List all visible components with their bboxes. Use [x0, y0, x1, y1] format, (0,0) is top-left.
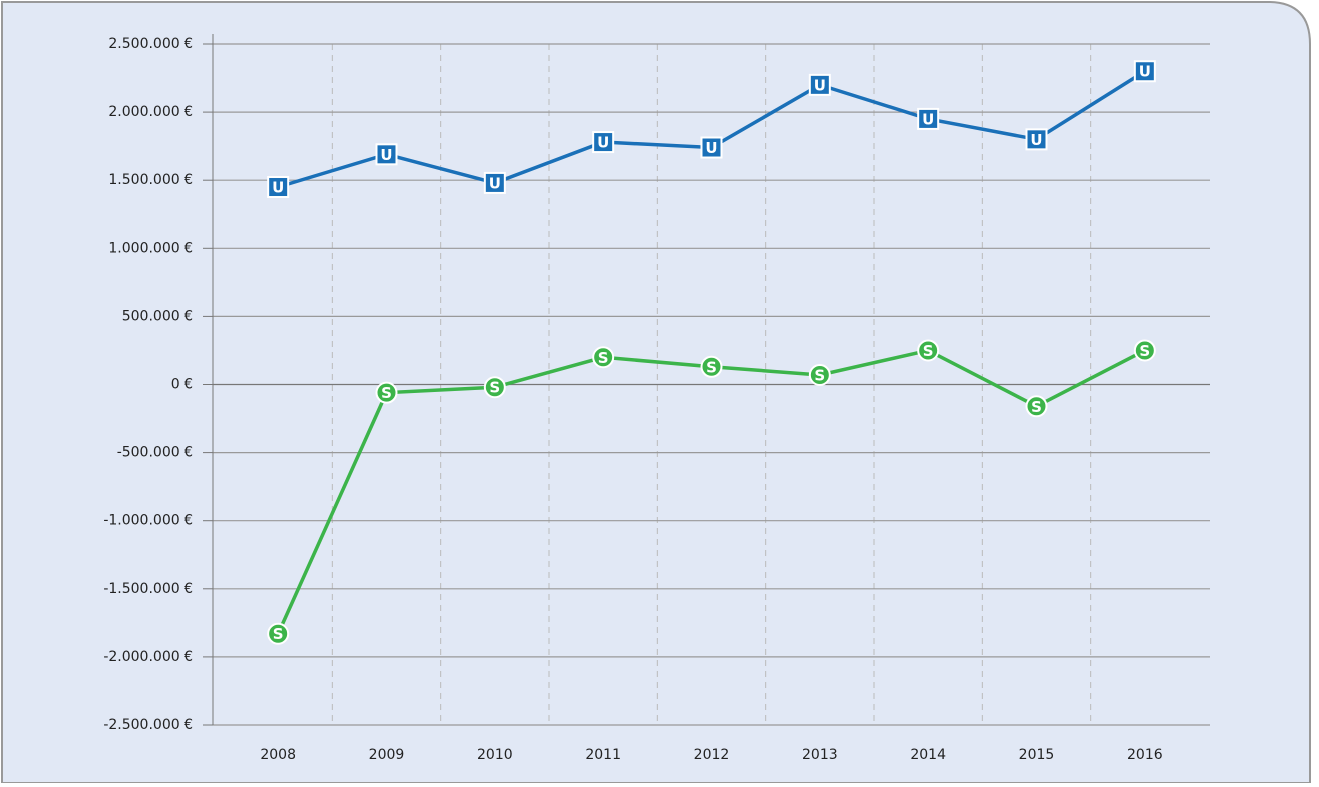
y-tick-label: -500.000 €: [117, 445, 193, 461]
marker-letter: S: [489, 379, 500, 397]
marker-letter: U: [597, 134, 609, 152]
marker: [483, 376, 506, 399]
marker: [267, 622, 290, 645]
marker-letter: S: [923, 342, 934, 360]
x-tick-label: 2015: [1019, 747, 1055, 763]
y-tick-label: 1.500.000 €: [108, 172, 193, 188]
x-tick-label: 2008: [260, 747, 296, 763]
marker-letter: U: [272, 179, 284, 197]
marker: [808, 363, 831, 386]
data-point: U: [700, 136, 723, 159]
data-point: S: [917, 339, 940, 362]
marker-letter: U: [489, 174, 501, 192]
y-tick-label: 2.500.000 €: [108, 36, 193, 52]
marker-letter: S: [381, 384, 392, 402]
marker: [483, 171, 506, 194]
y-tick-label: -1.500.000 €: [103, 581, 193, 597]
data-point: S: [267, 622, 290, 645]
marker: [808, 73, 831, 96]
x-tick-label: 2009: [369, 747, 405, 763]
marker: [375, 143, 398, 166]
marker: [700, 136, 723, 159]
x-tick-label: 2016: [1127, 747, 1163, 763]
marker: [700, 355, 723, 378]
marker-letter: S: [273, 625, 284, 643]
data-point: U: [917, 107, 940, 130]
marker-letter: S: [1031, 398, 1042, 416]
data-point: S: [1133, 339, 1156, 362]
data-point: U: [375, 143, 398, 166]
marker-letter: S: [814, 366, 825, 384]
marker: [917, 339, 940, 362]
data-point: S: [592, 346, 615, 369]
data-point: S: [700, 355, 723, 378]
data-point: S: [808, 363, 831, 386]
marker-letter: U: [705, 139, 717, 157]
marker: [267, 176, 290, 199]
y-tick-label: -1.000.000 €: [103, 513, 193, 529]
data-point: S: [375, 381, 398, 404]
x-tick-label: 2012: [694, 747, 730, 763]
x-tick-label: 2013: [802, 747, 838, 763]
marker: [1025, 128, 1048, 151]
marker: [1133, 339, 1156, 362]
marker-letter: S: [1139, 342, 1150, 360]
marker: [375, 381, 398, 404]
x-tick-label: 2014: [910, 747, 946, 763]
marker-letter: U: [380, 146, 392, 164]
marker-letter: U: [814, 76, 826, 94]
y-tick-label: 0 €: [171, 377, 193, 393]
x-tick-label: 2010: [477, 747, 513, 763]
marker: [1025, 395, 1048, 418]
marker-letter: U: [922, 110, 934, 128]
data-point: S: [483, 376, 506, 399]
data-point: U: [808, 73, 831, 96]
data-point: U: [1133, 60, 1156, 83]
y-tick-label: -2.500.000 €: [103, 717, 193, 733]
data-point: U: [592, 131, 615, 154]
marker: [592, 131, 615, 154]
y-tick-label: 500.000 €: [122, 308, 193, 324]
marker: [917, 107, 940, 130]
y-tick-label: 1.000.000 €: [108, 240, 193, 256]
marker-letter: U: [1030, 131, 1042, 149]
marker: [592, 346, 615, 369]
y-tick-label: -2.000.000 €: [103, 649, 193, 665]
marker-letter: S: [598, 349, 609, 367]
data-point: U: [483, 171, 506, 194]
data-point: U: [1025, 128, 1048, 151]
marker-letter: S: [706, 358, 717, 376]
data-point: S: [1025, 395, 1048, 418]
data-point: U: [267, 176, 290, 199]
marker-letter: U: [1139, 63, 1151, 81]
y-tick-label: 2.000.000 €: [108, 104, 193, 120]
marker: [1133, 60, 1156, 83]
x-tick-label: 2011: [585, 747, 621, 763]
